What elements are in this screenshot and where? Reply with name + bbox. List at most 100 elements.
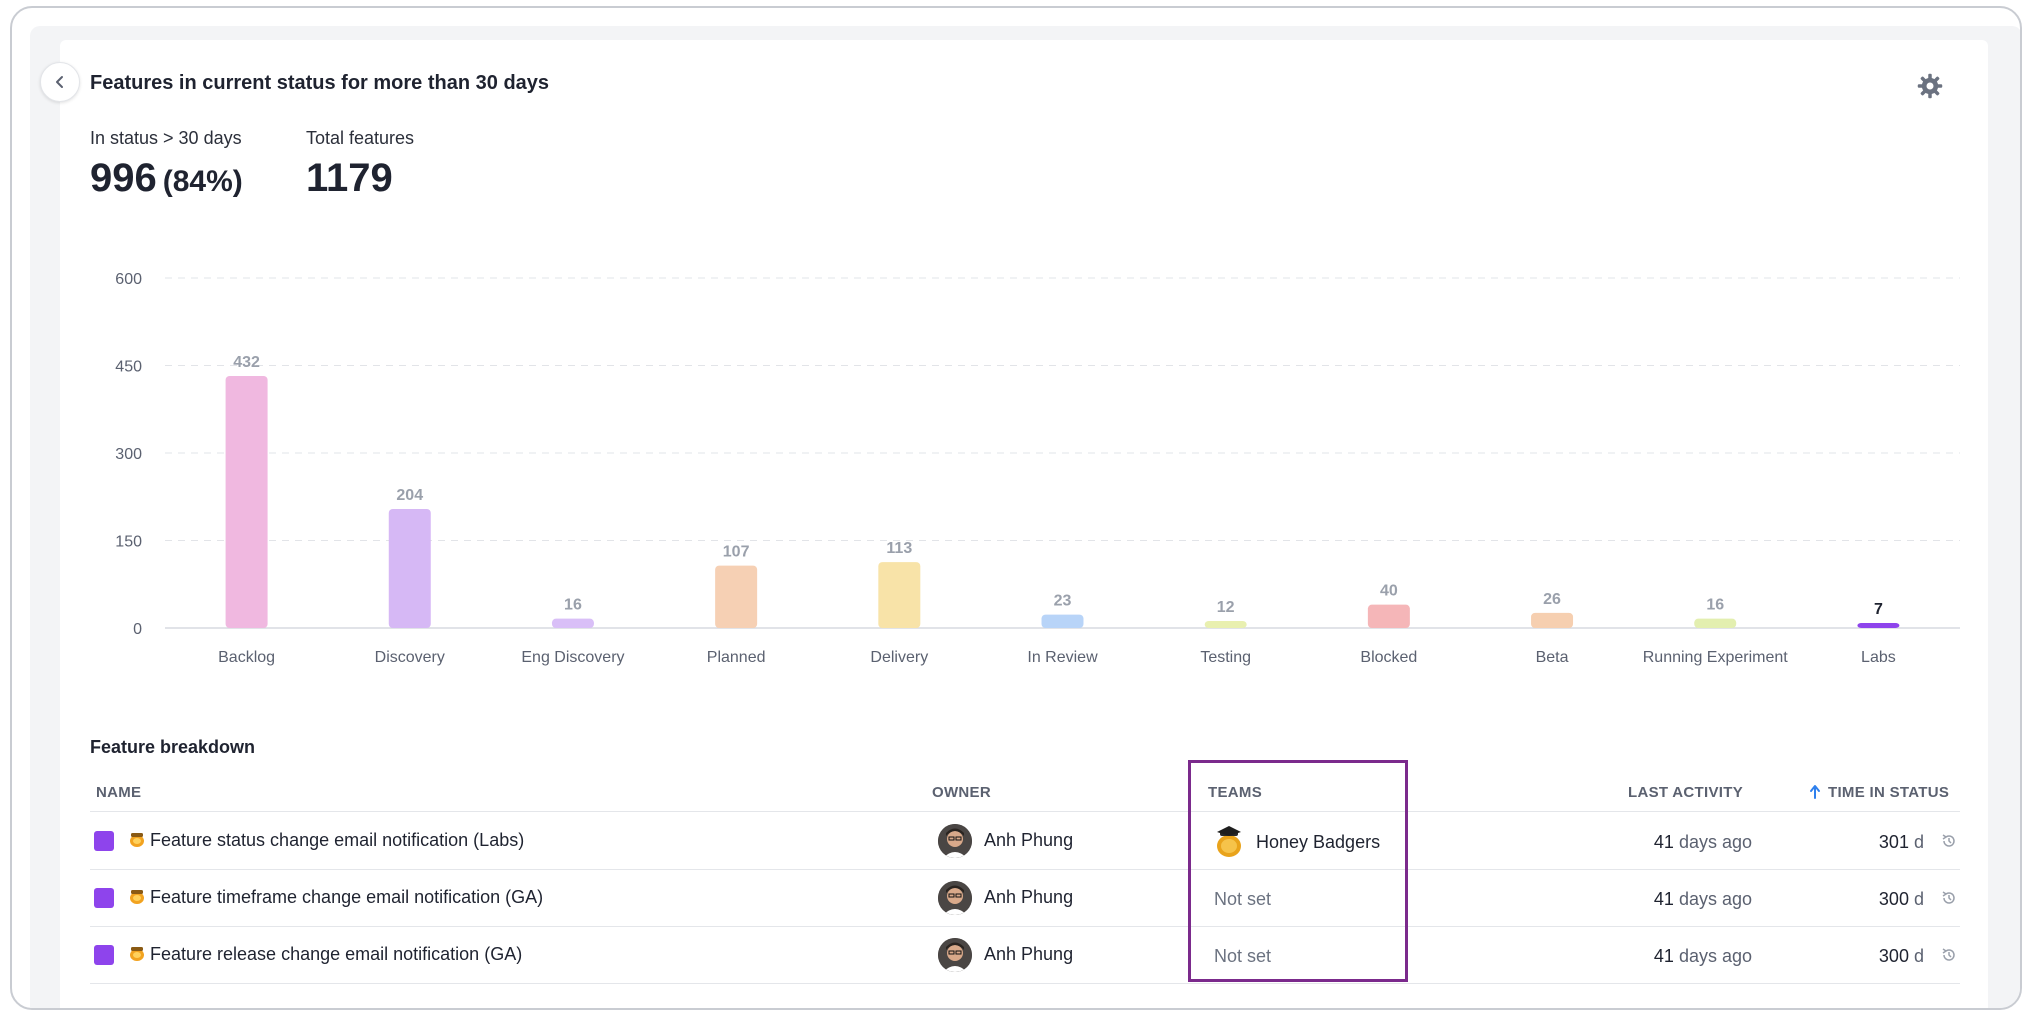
time-in-status-value: 300 xyxy=(1878,889,1909,909)
honey-pot-icon xyxy=(130,890,144,904)
bar-value-label: 113 xyxy=(886,540,912,557)
table-row[interactable]: Feature release change email notificatio… xyxy=(90,926,1960,983)
avatar-photo-icon xyxy=(938,881,972,915)
row-divider xyxy=(90,983,1960,984)
owner-name[interactable]: Anh Phung xyxy=(984,887,1074,907)
team-not-set[interactable]: Not set xyxy=(1214,946,1272,966)
time-in-status: 301 d xyxy=(1879,832,1924,853)
in-status-label: In status > 30 days xyxy=(90,128,242,148)
x-tick-label: Blocked xyxy=(1360,649,1417,666)
time-in-status-unit: d xyxy=(1913,946,1924,966)
x-tick-label: Labs xyxy=(1861,649,1896,666)
bar-planned xyxy=(715,565,758,628)
history-icon[interactable] xyxy=(1940,889,1958,907)
bar-value-label: 26 xyxy=(1543,591,1561,608)
y-tick-label: 300 xyxy=(115,446,142,463)
owner-avatar xyxy=(938,881,972,915)
feature-name-link[interactable]: Feature status change email notification… xyxy=(150,830,525,850)
bar-delivery xyxy=(878,562,921,628)
feature-name-link[interactable]: Feature release change email notificatio… xyxy=(150,944,523,964)
bar-value-label: 7 xyxy=(1874,601,1883,618)
bar-discovery xyxy=(388,509,431,628)
x-tick-label: Running Experiment xyxy=(1643,649,1789,666)
last-activity-number: 41 xyxy=(1653,889,1674,909)
bar-labs xyxy=(1857,623,1900,628)
arrow-up-icon[interactable] xyxy=(1808,784,1822,800)
in-status-count: 996 xyxy=(90,156,157,200)
team-avatar-icon xyxy=(1217,826,1241,857)
y-tick-label: 150 xyxy=(115,534,142,551)
app-frame: Features in current status for more than… xyxy=(10,6,2022,1010)
x-tick-label: In Review xyxy=(1027,649,1098,666)
history-icon[interactable] xyxy=(1940,832,1958,850)
chevron-left-icon xyxy=(56,76,63,88)
bar-beta xyxy=(1531,612,1574,628)
x-tick-label: Beta xyxy=(1536,649,1569,666)
x-tick-label: Testing xyxy=(1200,649,1251,666)
bar-value-label: 204 xyxy=(396,487,423,504)
column-header-last-activity[interactable]: LAST ACTIVITY xyxy=(1628,784,1744,801)
status-bar-chart: 0 150 300 450 600 432 Backlog 204 Discovery 16 Eng… xyxy=(115,271,1960,666)
bar-value-label: 16 xyxy=(1706,597,1724,614)
x-tick-label: Eng Discovery xyxy=(521,649,624,666)
bar-eng-discovery xyxy=(551,618,594,628)
last-activity: 41 days ago xyxy=(1654,832,1752,853)
owner-name[interactable]: Anh Phung xyxy=(984,830,1074,850)
time-in-status-value: 300 xyxy=(1878,946,1909,966)
time-in-status-unit: d xyxy=(1913,889,1924,909)
time-in-status-value: 301 xyxy=(1878,832,1909,852)
row-divider xyxy=(90,926,1960,927)
total-features-value: 1179 xyxy=(306,156,393,200)
bar-value-label: 40 xyxy=(1380,583,1398,600)
team-not-set[interactable]: Not set xyxy=(1214,889,1272,909)
row-divider xyxy=(90,869,1960,870)
table-row[interactable]: Feature timeframe change email notificat… xyxy=(90,869,1960,926)
history-icon[interactable] xyxy=(1940,946,1958,964)
feature-type-square-icon xyxy=(94,831,114,851)
owner-avatar xyxy=(938,938,972,972)
feature-name-link[interactable]: Feature timeframe change email notificat… xyxy=(150,887,544,907)
bar-value-label: 107 xyxy=(723,544,750,561)
column-header-name[interactable]: NAME xyxy=(96,784,142,801)
header-divider xyxy=(90,811,1960,812)
bar-testing xyxy=(1204,621,1247,628)
page-title: Features in current status for more than… xyxy=(90,72,550,94)
x-tick-label: Delivery xyxy=(870,649,928,666)
back-button[interactable] xyxy=(40,62,80,102)
time-in-status: 300 d xyxy=(1879,946,1924,967)
honey-pot-icon xyxy=(130,833,144,847)
last-activity-text: days ago xyxy=(1678,946,1752,966)
bar-running-experiment xyxy=(1694,618,1737,628)
feature-breakdown-title: Feature breakdown xyxy=(90,737,256,757)
last-activity-number: 41 xyxy=(1653,946,1674,966)
y-tick-label: 450 xyxy=(115,359,142,376)
total-features-label: Total features xyxy=(306,128,415,148)
time-in-status-unit: d xyxy=(1913,832,1924,852)
x-tick-label: Backlog xyxy=(218,649,275,666)
last-activity: 41 days ago xyxy=(1654,889,1752,910)
gear-icon[interactable] xyxy=(1916,72,1944,100)
bar-value-label: 12 xyxy=(1217,599,1235,616)
last-activity: 41 days ago xyxy=(1654,946,1752,967)
last-activity-text: days ago xyxy=(1678,889,1752,909)
column-header-time-in-status[interactable]: TIME IN STATUS xyxy=(1828,784,1950,801)
bar-value-label: 23 xyxy=(1054,593,1072,610)
bar-in-review xyxy=(1041,614,1084,628)
owner-avatar xyxy=(938,824,972,858)
avatar-photo-icon xyxy=(938,824,972,858)
last-activity-text: days ago xyxy=(1678,832,1752,852)
bar-backlog xyxy=(225,376,268,628)
y-tick-label: 0 xyxy=(133,621,142,638)
column-header-owner[interactable]: OWNER xyxy=(932,784,991,801)
table-row[interactable]: Feature status change email notification… xyxy=(90,812,1960,869)
bar-blocked xyxy=(1367,604,1410,628)
owner-name[interactable]: Anh Phung xyxy=(984,944,1074,964)
in-status-percent: (84%) xyxy=(162,165,243,198)
team-name[interactable]: Honey Badgers xyxy=(1256,832,1381,852)
y-tick-label: 600 xyxy=(115,271,142,288)
honey-pot-icon xyxy=(130,947,144,961)
last-activity-number: 41 xyxy=(1653,832,1674,852)
in-status-value: 996 (84%) xyxy=(90,156,243,201)
x-tick-label: Planned xyxy=(707,649,766,666)
column-header-teams[interactable]: TEAMS xyxy=(1208,784,1262,801)
